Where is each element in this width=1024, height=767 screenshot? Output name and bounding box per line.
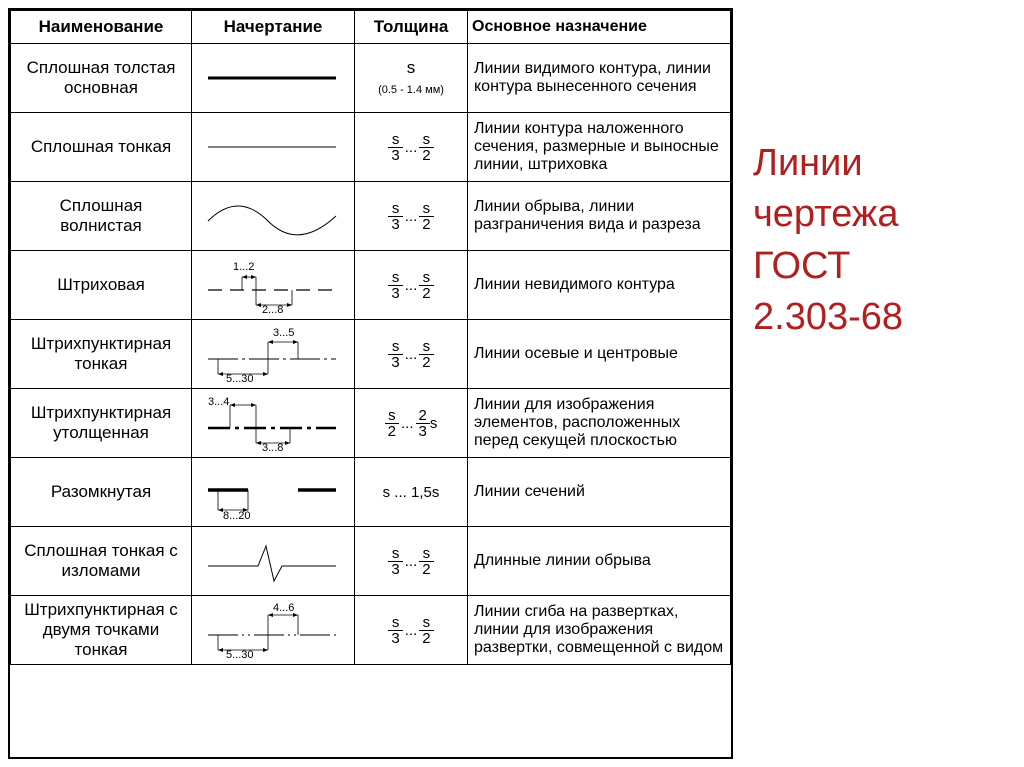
- cell-purpose: Длинные линии обрыва: [468, 527, 731, 596]
- cell-name: Штриховая: [11, 251, 192, 320]
- cell-thickness: s(0.5 - 1.4 мм): [355, 44, 468, 113]
- cell-drawing: [192, 113, 355, 182]
- table-row: Сплошная толстая основная s(0.5 - 1.4 мм)…: [11, 44, 731, 113]
- title-line-2: чертежа: [753, 193, 898, 235]
- cell-purpose: Линии осевые и центровые: [468, 320, 731, 389]
- gost-lines-table: Наименование Начертание Толщина Основное…: [10, 10, 731, 665]
- page-title: Линии чертежа ГОСТ 2.303-68: [753, 8, 903, 759]
- table-row: Сплошная тонкая s3...s2Линии контура нало…: [11, 113, 731, 182]
- cell-thickness: s3...s2: [355, 527, 468, 596]
- table-row: Сплошная волнистая s3...s2Линии обрыва, л…: [11, 182, 731, 251]
- cell-thickness: s3...s2: [355, 113, 468, 182]
- header-draw: Начертание: [192, 11, 355, 44]
- svg-text:8...20: 8...20: [223, 510, 251, 522]
- cell-thickness: s3...s2: [355, 182, 468, 251]
- table-row: Сплошная тонкая с изломами s3...s2Длинные…: [11, 527, 731, 596]
- cell-name: Сплошная волнистая: [11, 182, 192, 251]
- cell-thickness: s3...s2: [355, 251, 468, 320]
- title-line-1: Линии: [753, 142, 863, 184]
- cell-purpose: Линии видимого контура, линии контура вы…: [468, 44, 731, 113]
- cell-drawing: [192, 182, 355, 251]
- cell-name: Сплошная толстая основная: [11, 44, 192, 113]
- title-line-4: 2.303-68: [753, 296, 903, 338]
- cell-thickness: s ... 1,5s: [355, 458, 468, 527]
- svg-text:1...2: 1...2: [233, 261, 254, 273]
- header-thick: Толщина: [355, 11, 468, 44]
- table-row: Штрихпунктирная тонкая 3...5 5...30 s3...s2…: [11, 320, 731, 389]
- cell-drawing: [192, 44, 355, 113]
- svg-text:5...30: 5...30: [226, 373, 254, 384]
- cell-purpose: Линии для изображения элементов, располо…: [468, 389, 731, 458]
- header-row: Наименование Начертание Толщина Основное…: [11, 11, 731, 44]
- table-row: Разомкнутая 8...20 s ... 1,5sЛинии сечений: [11, 458, 731, 527]
- table-row: Штрихпунктирная с двумя точками тонкая4.…: [11, 596, 731, 665]
- cell-name: Штрихпунктирная утолщенная: [11, 389, 192, 458]
- table-row: Штрихпунктирная утолщенная 3...4 3...8 s2..…: [11, 389, 731, 458]
- header-purp: Основное назначение: [468, 11, 731, 44]
- header-name: Наименование: [11, 11, 192, 44]
- cell-name: Сплошная тонкая: [11, 113, 192, 182]
- cell-drawing: 1...2 2...8: [192, 251, 355, 320]
- cell-name: Штрихпунктирная тонкая: [11, 320, 192, 389]
- title-line-3: ГОСТ: [753, 245, 850, 287]
- cell-drawing: 3...4 3...8: [192, 389, 355, 458]
- table-row: Штриховая 1...2 2...8 s3...s2Линии невидимо…: [11, 251, 731, 320]
- cell-name: Штрихпунктирная с двумя точками тонкая: [11, 596, 192, 665]
- cell-drawing: [192, 527, 355, 596]
- cell-name: Сплошная тонкая с изломами: [11, 527, 192, 596]
- svg-text:3...4: 3...4: [208, 396, 229, 408]
- cell-purpose: Линии сечений: [468, 458, 731, 527]
- cell-thickness: s2...23s: [355, 389, 468, 458]
- svg-text:4...6: 4...6: [273, 602, 294, 614]
- cell-purpose: Линии невидимого контура: [468, 251, 731, 320]
- cell-name: Разомкнутая: [11, 458, 192, 527]
- svg-text:2...8: 2...8: [262, 304, 283, 315]
- svg-text:5...30: 5...30: [226, 649, 254, 660]
- cell-purpose: Линии сгиба на развертках, линии для изо…: [468, 596, 731, 665]
- cell-thickness: s3...s2: [355, 596, 468, 665]
- cell-drawing: 3...5 5...30: [192, 320, 355, 389]
- cell-thickness: s3...s2: [355, 320, 468, 389]
- cell-purpose: Линии обрыва, линии разграничения вида и…: [468, 182, 731, 251]
- cell-drawing: 4...6 5...30: [192, 596, 355, 665]
- svg-text:3...5: 3...5: [273, 327, 294, 339]
- svg-text:3...8: 3...8: [262, 442, 283, 453]
- cell-drawing: 8...20: [192, 458, 355, 527]
- gost-table-container: Наименование Начертание Толщина Основное…: [8, 8, 733, 759]
- cell-purpose: Линии контура наложенного сечения, разме…: [468, 113, 731, 182]
